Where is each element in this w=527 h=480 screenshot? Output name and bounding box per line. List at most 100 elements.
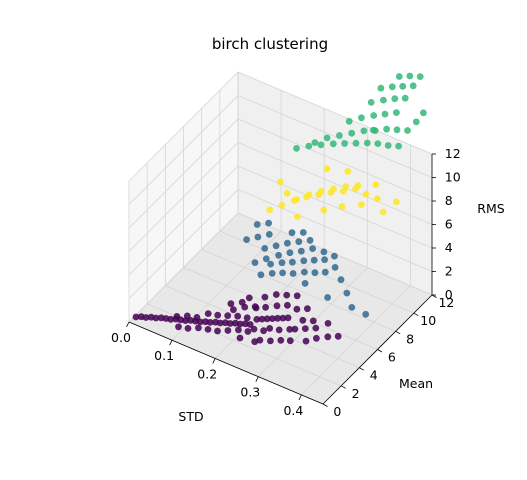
data-point-cluster-0	[184, 325, 192, 332]
data-point-cluster-1	[243, 236, 251, 244]
x-tick-mark	[169, 340, 173, 346]
data-point-cluster-0	[269, 315, 276, 322]
data-point-cluster-0	[309, 317, 317, 325]
y-tick-mark	[395, 330, 401, 335]
data-point-cluster-2	[412, 118, 420, 126]
x-tick-label: 0.1	[154, 348, 174, 363]
y-tick-mark	[413, 312, 419, 317]
z-tick-label: 10	[445, 170, 461, 185]
grid-line-z	[237, 189, 433, 272]
data-point-cluster-1	[321, 268, 329, 276]
data-point-cluster-0	[183, 312, 191, 320]
data-point-cluster-1	[265, 231, 273, 238]
data-point-cluster-2	[367, 99, 375, 106]
data-point-cluster-2	[383, 125, 390, 133]
data-point-cluster-1	[301, 268, 308, 276]
z-tick-label: 6	[445, 217, 453, 232]
data-point-cluster-0	[274, 314, 281, 322]
data-point-cluster-2	[370, 126, 377, 134]
data-point-cluster-2	[345, 117, 353, 125]
data-point-cluster-2	[401, 94, 409, 102]
data-point-cluster-0	[238, 298, 246, 306]
data-point-cluster-0	[173, 313, 181, 320]
data-point-cluster-0	[267, 337, 274, 345]
grid-line-z	[237, 142, 433, 225]
data-point-cluster-1	[253, 221, 261, 228]
data-point-cluster-1	[272, 242, 280, 250]
data-point-cluster-3	[294, 213, 301, 221]
data-point-cluster-2	[395, 142, 402, 150]
data-point-cluster-3	[344, 168, 352, 175]
data-point-cluster-0	[256, 336, 264, 344]
data-point-cluster-1	[300, 257, 308, 265]
y-tick-mark	[359, 367, 365, 371]
y-tick-label: 6	[388, 350, 396, 365]
data-point-cluster-2	[393, 109, 400, 116]
data-point-cluster-2	[384, 142, 392, 149]
grid-line-z	[237, 165, 433, 249]
data-point-cluster-0	[152, 314, 160, 322]
data-point-cluster-2	[406, 72, 414, 80]
data-point-cluster-2	[360, 127, 368, 135]
data-point-cluster-0	[284, 314, 292, 322]
data-point-cluster-0	[243, 314, 251, 322]
data-point-cluster-0	[250, 325, 258, 333]
data-point-cluster-1	[306, 236, 314, 244]
data-point-cluster-0	[302, 337, 310, 345]
data-point-cluster-3	[362, 190, 370, 198]
data-point-cluster-2	[336, 132, 343, 139]
data-point-cluster-0	[235, 326, 242, 334]
data-point-cluster-2	[393, 126, 401, 134]
grid-line-y	[183, 267, 378, 350]
data-point-cluster-1	[265, 219, 272, 227]
data-point-cluster-2	[404, 127, 411, 134]
y-tick-mark	[377, 349, 383, 353]
x-axis-label: STD	[178, 409, 203, 424]
x-tick-label: 0.3	[240, 385, 260, 400]
grid-line-z	[128, 118, 239, 229]
grid-line-z	[237, 71, 433, 155]
data-point-cluster-0	[313, 334, 320, 342]
data-point-cluster-0	[236, 334, 244, 342]
data-point-cluster-3	[373, 195, 381, 203]
grid-line-z	[128, 95, 239, 205]
data-point-cluster-0	[266, 325, 274, 332]
data-point-cluster-1	[267, 260, 274, 268]
data-point-cluster-0	[299, 316, 307, 324]
data-point-cluster-1	[301, 280, 309, 287]
data-point-cluster-2	[363, 139, 371, 147]
data-point-cluster-0	[286, 337, 294, 345]
data-point-cluster-3	[277, 178, 284, 186]
data-point-cluster-0	[206, 319, 214, 326]
grid-line-z	[237, 95, 433, 178]
x-tick-label: 0.4	[283, 403, 303, 418]
data-point-cluster-0	[253, 316, 261, 323]
x-axis-line	[128, 321, 324, 405]
data-point-cluster-0	[262, 303, 269, 311]
data-point-cluster-2	[317, 141, 325, 149]
data-point-cluster-1	[275, 251, 282, 259]
data-point-cluster-1	[289, 258, 296, 266]
data-point-cluster-1	[362, 310, 370, 318]
z-tick-label: 12	[445, 146, 461, 161]
data-point-cluster-2	[352, 139, 360, 147]
grid-line-z	[128, 142, 239, 252]
data-point-cluster-3	[393, 198, 400, 206]
data-point-cluster-2	[399, 82, 407, 90]
data-point-cluster-1	[324, 294, 331, 301]
data-point-cluster-2	[416, 73, 424, 80]
data-point-cluster-1	[299, 229, 307, 236]
y-tick-label: 4	[370, 368, 378, 383]
data-point-cluster-0	[260, 327, 267, 335]
data-point-cluster-0	[291, 325, 299, 333]
data-point-cluster-0	[216, 319, 224, 327]
data-point-cluster-2	[380, 96, 387, 104]
data-point-cluster-3	[317, 187, 325, 195]
data-point-cluster-0	[224, 312, 232, 320]
data-point-cluster-2	[381, 110, 389, 118]
data-point-cluster-0	[244, 328, 252, 335]
data-point-cluster-3	[372, 181, 380, 189]
y-axis-label: Mean	[399, 376, 433, 391]
